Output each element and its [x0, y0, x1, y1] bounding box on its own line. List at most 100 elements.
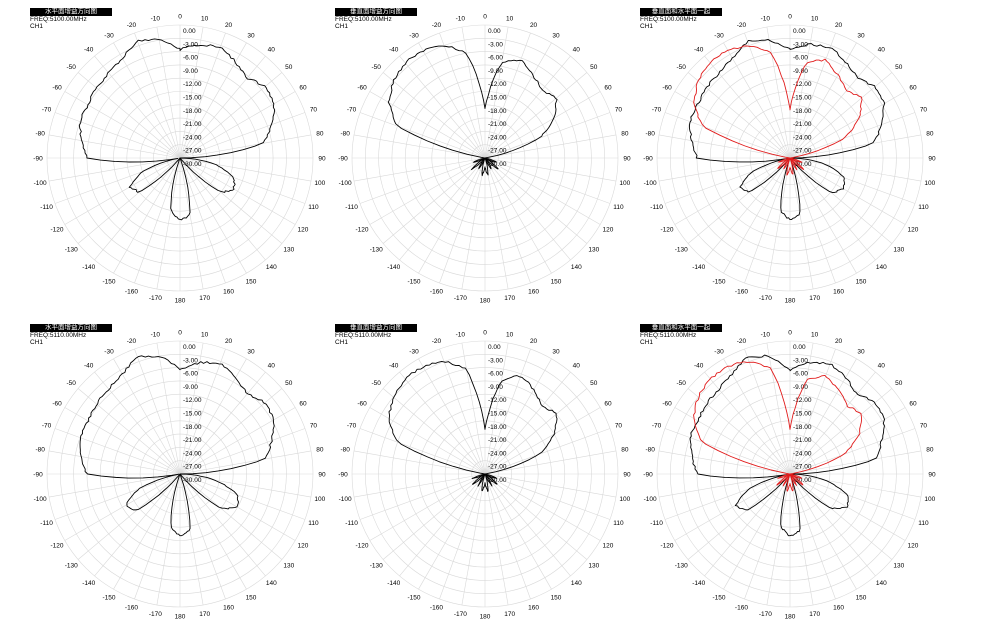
angle-tick-label: -140: [692, 580, 705, 587]
grid-spoke: [484, 157, 571, 261]
grid-spoke: [484, 473, 531, 600]
grid-spoke: [418, 473, 486, 590]
grid-spoke: [94, 371, 181, 475]
grid-spoke: [789, 450, 922, 475]
angle-tick-label: -30: [714, 348, 724, 355]
angle-tick-label: -40: [694, 47, 704, 54]
angle-tick-label: 140: [876, 580, 887, 587]
angle-tick-label: -40: [84, 47, 94, 54]
angle-tick-label: -10: [456, 15, 466, 22]
polar-chart-panel: 0 10 20 30 40 50 60 70 80 90 100 110 120 130 140 150 160…: [335, 8, 635, 313]
angle-tick-label: 100: [619, 496, 630, 503]
angle-tick-label: -110: [345, 204, 358, 211]
polar-chart: 0 10 20 30 40 50 60 70 80 90 100 110 120 130 140 150 160…: [33, 329, 326, 620]
chart-title-tag: 垂直面和水平面一起: [640, 324, 722, 332]
angle-tick-label: -100: [34, 496, 47, 503]
angle-tick-label: -60: [662, 84, 672, 91]
angle-tick-label: 170: [504, 295, 515, 302]
radial-tick-label: 0.00: [183, 344, 196, 351]
grid-spoke: [484, 157, 552, 274]
grid-spoke: [353, 157, 486, 182]
polar-chart: 0 10 20 30 40 50 60 70 80 90 100 110 120 130 140 150 160…: [338, 329, 631, 620]
chart-title-tag: 水平面增益方向图: [30, 8, 112, 16]
angle-tick-label: 110: [613, 520, 624, 527]
radial-tick-label: -6.00: [793, 371, 808, 378]
angle-tick-label: -20: [737, 338, 747, 345]
angle-tick-label: 20: [530, 22, 538, 29]
angle-tick-label: 0: [788, 13, 792, 20]
grid-spoke: [789, 157, 906, 225]
radial-tick-label: -18.00: [183, 108, 202, 115]
angle-tick-label: 70: [310, 107, 318, 114]
angle-tick-label: 30: [247, 348, 255, 355]
angle-tick-label: -110: [650, 520, 663, 527]
radial-tick-label: -27.00: [488, 148, 507, 155]
grid-spoke: [789, 32, 836, 159]
angle-tick-label: 90: [318, 471, 326, 478]
grid-spoke: [113, 42, 181, 159]
radial-tick-label: -6.00: [793, 55, 808, 62]
radial-tick-label: -12.00: [488, 81, 507, 88]
angle-tick-label: 110: [918, 520, 929, 527]
angle-tick-label: -160: [735, 605, 748, 612]
angle-tick-label: -40: [694, 363, 704, 370]
radial-tick-label: -15.00: [488, 411, 507, 418]
angle-tick-label: 110: [613, 204, 624, 211]
grid-spoke: [418, 42, 486, 159]
radial-tick-label: -21.00: [488, 437, 507, 444]
angle-tick-label: 20: [835, 338, 843, 345]
grid-spoke: [484, 157, 611, 204]
angle-tick-label: -20: [432, 338, 442, 345]
grid-spoke: [399, 371, 486, 475]
grid-spoke: [179, 473, 296, 541]
angle-tick-label: 80: [621, 131, 629, 138]
angle-tick-label: -110: [40, 204, 53, 211]
radial-tick-label: -30.00: [793, 477, 812, 484]
angle-tick-label: -120: [356, 542, 369, 549]
chart-info: FREQ:5100.00MHz CH1: [30, 16, 87, 30]
angle-tick-label: 50: [895, 64, 903, 71]
grid-spoke: [359, 112, 486, 159]
angle-tick-label: -130: [65, 247, 78, 254]
grid-spoke: [54, 112, 181, 159]
grid-spoke: [789, 428, 916, 475]
angle-tick-label: 130: [588, 563, 599, 570]
grid-spoke: [77, 473, 181, 560]
grid-spoke: [789, 157, 916, 204]
angle-tick-label: -140: [387, 580, 400, 587]
grid-spoke: [54, 157, 181, 204]
grid-spoke: [484, 428, 611, 475]
angle-tick-label: 120: [908, 542, 919, 549]
grid-spoke: [179, 157, 312, 182]
angle-tick-label: 100: [314, 180, 325, 187]
angle-tick-label: -30: [409, 32, 419, 39]
grid-spoke: [179, 157, 247, 274]
angle-tick-label: 80: [316, 447, 324, 454]
angle-tick-label: -100: [644, 180, 657, 187]
angle-tick-label: 40: [573, 363, 581, 370]
angle-tick-label: 120: [603, 226, 614, 233]
angle-tick-label: -100: [339, 180, 352, 187]
angle-tick-label: 170: [199, 611, 210, 618]
radial-tick-label: -15.00: [793, 411, 812, 418]
grid-spoke: [179, 72, 283, 159]
polar-grid: [656, 24, 924, 292]
angle-tick-label: 80: [621, 447, 629, 454]
grid-spoke: [723, 358, 791, 475]
grid-spoke: [766, 157, 791, 290]
radial-tick-label: -18.00: [488, 108, 507, 115]
angle-tick-label: 140: [266, 580, 277, 587]
angle-tick-label: -130: [675, 247, 688, 254]
radial-tick-label: -9.00: [793, 68, 808, 75]
angle-tick-label: -90: [643, 471, 653, 478]
grid-spoke: [382, 157, 486, 244]
angle-tick-label: -100: [644, 496, 657, 503]
angle-tick-label: -110: [650, 204, 663, 211]
angle-tick-label: 10: [201, 331, 209, 338]
angle-tick-label: 100: [314, 496, 325, 503]
grid-spoke: [664, 157, 791, 204]
grid-spoke: [179, 342, 204, 475]
angle-tick-label: 0: [788, 329, 792, 336]
grid-spoke: [723, 157, 791, 274]
grid-spoke: [179, 450, 312, 475]
